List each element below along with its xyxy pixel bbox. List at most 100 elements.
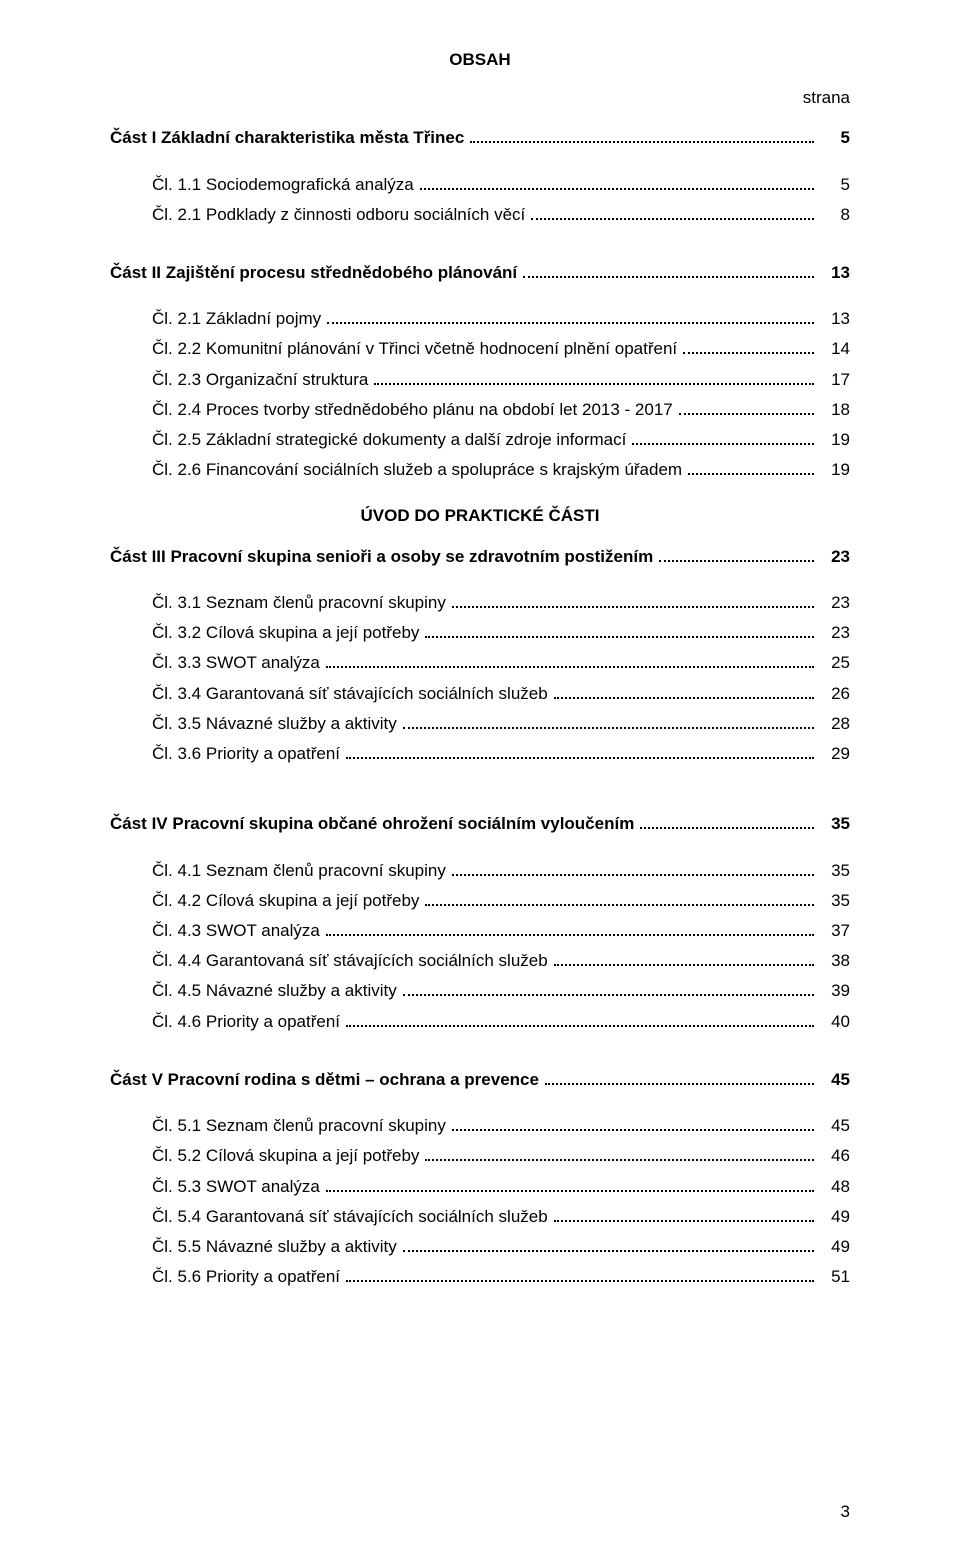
toc-leader: [403, 712, 814, 729]
toc-item-1-1: Čl. 1.1 Sociodemografická analýza 5: [110, 172, 850, 196]
toc-label: Čl. 5.2 Cílová skupina a její potřeby: [152, 1145, 419, 1168]
toc-item-5-2: Čl. 5.2 Cílová skupina a její potřeby 46: [110, 1144, 850, 1168]
toc-label: Čl. 3.3 SWOT analýza: [152, 652, 320, 675]
toc-item-4-2: Čl. 4.2 Cílová skupina a její potřeby 35: [110, 888, 850, 912]
toc-leader: [531, 202, 814, 219]
toc-leader: [452, 858, 814, 875]
toc-leader: [420, 172, 814, 189]
toc-leader: [554, 681, 814, 698]
toc-label: Čl. 2.1 Podklady z činnosti odboru sociá…: [152, 204, 525, 227]
toc-page: 8: [820, 204, 850, 227]
toc-label: Čl. 3.5 Návazné služby a aktivity: [152, 713, 397, 736]
toc-leader: [327, 307, 814, 324]
toc-page: 23: [820, 546, 850, 569]
toc-page: 26: [820, 683, 850, 706]
toc-item-2-6: Čl. 2.6 Financování sociálních služeb a …: [110, 458, 850, 482]
toc-item-5-3: Čl. 5.3 SWOT analýza 48: [110, 1174, 850, 1198]
toc-label: Čl. 4.3 SWOT analýza: [152, 920, 320, 943]
toc-leader: [640, 812, 814, 829]
toc-page: 49: [820, 1236, 850, 1259]
toc-item-3-5: Čl. 3.5 Návazné služby a aktivity 28: [110, 712, 850, 736]
toc-page: 23: [820, 592, 850, 615]
toc-label: Část V Pracovní rodina s dětmi – ochrana…: [110, 1069, 539, 1092]
toc-label: Část II Zajištění procesu střednědobého …: [110, 262, 517, 285]
subheading-uvod: ÚVOD DO PRAKTICKÉ ČÁSTI: [110, 506, 850, 526]
toc-page: 40: [820, 1011, 850, 1034]
toc-item-4-6: Čl. 4.6 Priority a opatření 40: [110, 1009, 850, 1033]
toc-label: Čl. 5.3 SWOT analýza: [152, 1176, 320, 1199]
toc-part-2: Část II Zajištění procesu střednědobého …: [110, 261, 850, 285]
toc-page: 18: [820, 399, 850, 422]
toc-leader: [688, 458, 814, 475]
toc-label: Čl. 4.5 Návazné služby a aktivity: [152, 980, 397, 1003]
toc-item-5-4: Čl. 5.4 Garantovaná síť stávajících soci…: [110, 1205, 850, 1229]
toc-leader: [346, 1265, 814, 1282]
page-number: 3: [841, 1502, 850, 1522]
toc-leader: [326, 919, 814, 936]
toc-label: Čl. 3.1 Seznam členů pracovní skupiny: [152, 592, 446, 615]
toc-label: Čl. 2.2 Komunitní plánování v Třinci vče…: [152, 338, 677, 361]
toc-page: 46: [820, 1145, 850, 1168]
toc-item-5-6: Čl. 5.6 Priority a opatření 51: [110, 1265, 850, 1289]
toc-item-3-6: Čl. 3.6 Priority a opatření 29: [110, 742, 850, 766]
toc-leader: [346, 742, 814, 759]
toc-page: 13: [820, 262, 850, 285]
toc-leader: [425, 888, 814, 905]
toc-leader: [545, 1068, 814, 1085]
toc-leader: [554, 949, 814, 966]
toc-label: Čl. 2.5 Základní strategické dokumenty a…: [152, 429, 626, 452]
toc-page: 13: [820, 308, 850, 331]
toc-item-4-5: Čl. 4.5 Návazné služby a aktivity 39: [110, 979, 850, 1003]
toc-item-3-1: Čl. 3.1 Seznam členů pracovní skupiny 23: [110, 591, 850, 615]
toc-part-3: Část III Pracovní skupina senioři a osob…: [110, 544, 850, 568]
toc-page: 51: [820, 1266, 850, 1289]
toc-leader: [346, 1009, 814, 1026]
toc-item-3-4: Čl. 3.4 Garantovaná síť stávajících soci…: [110, 681, 850, 705]
toc-page: 28: [820, 713, 850, 736]
toc-leader: [374, 367, 814, 384]
toc-item-5-1: Čl. 5.1 Seznam členů pracovní skupiny 45: [110, 1114, 850, 1138]
toc-page: 5: [820, 174, 850, 197]
toc-page: 29: [820, 743, 850, 766]
toc-page: 35: [820, 860, 850, 883]
toc-item-2-3: Čl. 2.3 Organizační struktura 17: [110, 367, 850, 391]
toc-label: Čl. 3.2 Cílová skupina a její potřeby: [152, 622, 419, 645]
toc-leader: [470, 126, 814, 143]
toc-leader: [403, 979, 814, 996]
toc-leader: [425, 621, 814, 638]
toc-label: Čl. 2.1 Základní pojmy: [152, 308, 321, 331]
toc-item-5-5: Čl. 5.5 Návazné služby a aktivity 49: [110, 1235, 850, 1259]
toc-leader: [523, 261, 814, 278]
toc-leader: [403, 1235, 814, 1252]
toc-label: Čl. 2.4 Proces tvorby střednědobého plán…: [152, 399, 673, 422]
toc-item-4-3: Čl. 4.3 SWOT analýza 37: [110, 919, 850, 943]
toc-part-4: Část IV Pracovní skupina občané ohrožení…: [110, 812, 850, 836]
toc-page: 35: [820, 813, 850, 836]
toc-leader: [452, 1114, 814, 1131]
toc-page: 23: [820, 622, 850, 645]
toc-item-4-1: Čl. 4.1 Seznam členů pracovní skupiny 35: [110, 858, 850, 882]
toc-part-1: Část I Základní charakteristika města Tř…: [110, 126, 850, 150]
toc-page: 25: [820, 652, 850, 675]
toc-item-2-2: Čl. 2.2 Komunitní plánování v Třinci vče…: [110, 337, 850, 361]
toc-leader: [683, 337, 814, 354]
toc-page: 37: [820, 920, 850, 943]
toc-label: Čl. 5.1 Seznam členů pracovní skupiny: [152, 1115, 446, 1138]
toc-leader: [452, 591, 814, 608]
toc-item-3-3: Čl. 3.3 SWOT analýza 25: [110, 651, 850, 675]
toc-item-4-4: Čl. 4.4 Garantovaná síť stávajících soci…: [110, 949, 850, 973]
toc-label: Čl. 3.6 Priority a opatření: [152, 743, 340, 766]
toc-label: Část IV Pracovní skupina občané ohrožení…: [110, 813, 634, 836]
toc-page: 39: [820, 980, 850, 1003]
toc-item-3-2: Čl. 3.2 Cílová skupina a její potřeby 23: [110, 621, 850, 645]
toc-item-2-1a: Čl. 2.1 Podklady z činnosti odboru sociá…: [110, 202, 850, 226]
toc-page: 5: [820, 127, 850, 150]
toc-leader: [326, 1174, 814, 1191]
toc-page: 14: [820, 338, 850, 361]
toc-label: Čl. 4.1 Seznam členů pracovní skupiny: [152, 860, 446, 883]
toc-page: 19: [820, 429, 850, 452]
toc-item-2-1: Čl. 2.1 Základní pojmy 13: [110, 307, 850, 331]
toc-leader: [554, 1205, 814, 1222]
toc-page: 45: [820, 1069, 850, 1092]
toc-page: 17: [820, 369, 850, 392]
